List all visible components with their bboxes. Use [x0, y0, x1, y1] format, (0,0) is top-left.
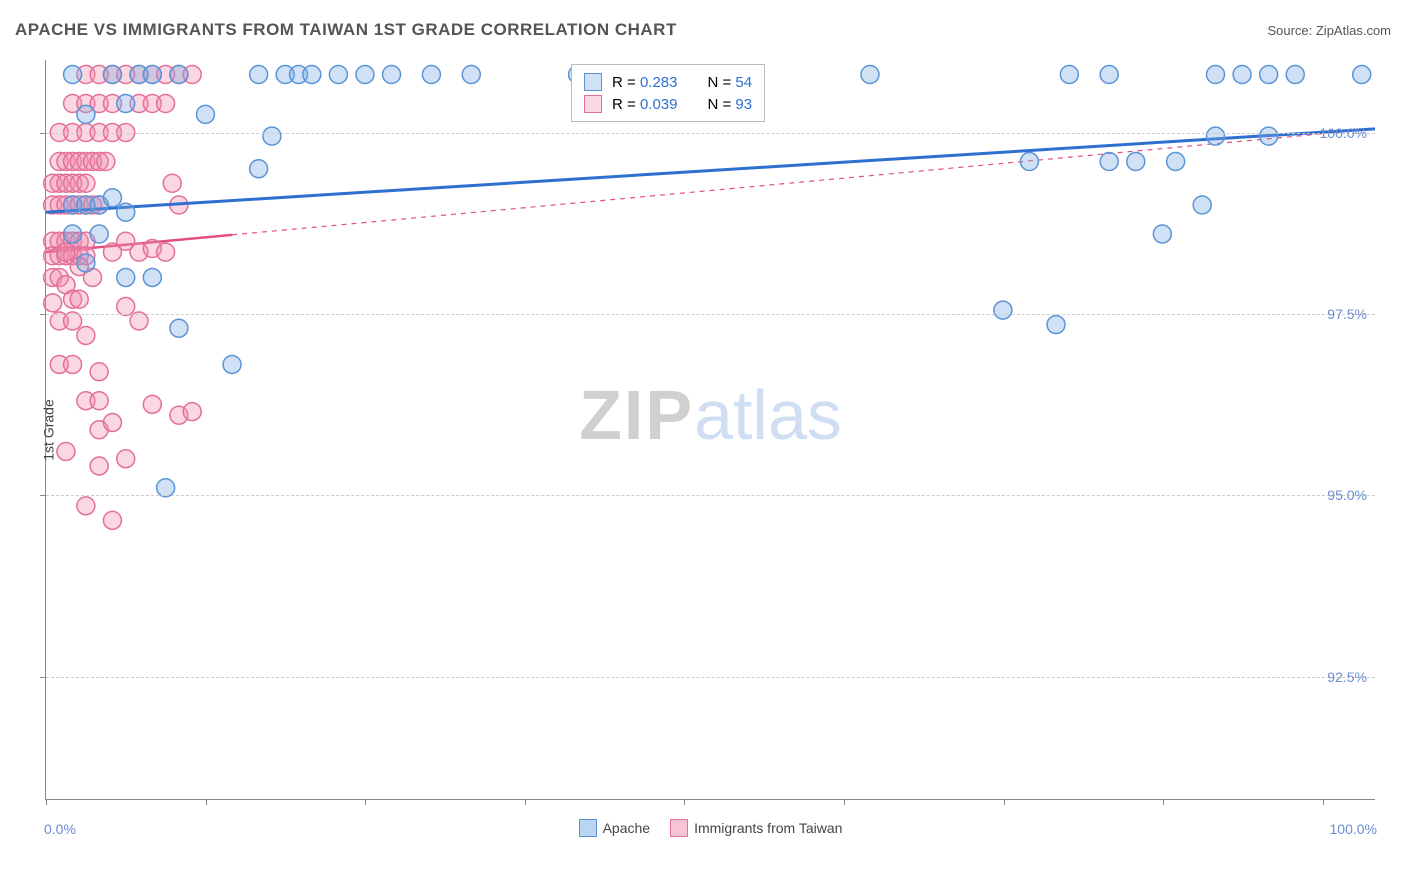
- scatter-svg: [46, 60, 1375, 799]
- legend-item: Immigrants from Taiwan: [670, 819, 842, 837]
- y-tick-label: 97.5%: [1327, 306, 1367, 322]
- x-min-label: 0.0%: [44, 821, 76, 837]
- plot-area: 1st Grade ZIPatlas R = 0.283N = 54R = 0.…: [45, 60, 1375, 800]
- grid-line: [46, 133, 1375, 134]
- grid-line: [46, 677, 1375, 678]
- chart-title: APACHE VS IMMIGRANTS FROM TAIWAN 1ST GRA…: [15, 20, 677, 40]
- legend-swatch: [670, 819, 688, 837]
- legend-bottom: Apache Immigrants from Taiwan: [46, 819, 1375, 837]
- y-tick-label: 95.0%: [1327, 487, 1367, 503]
- legend-label: Apache: [603, 820, 650, 836]
- grid-line: [46, 495, 1375, 496]
- grid-line: [46, 314, 1375, 315]
- legend-swatch: [584, 95, 602, 113]
- legend-n-label: N = 54: [707, 74, 752, 91]
- y-tick-label: 92.5%: [1327, 669, 1367, 685]
- legend-stats-row: R = 0.283 N = 54: [584, 71, 752, 93]
- source-label: Source: ZipAtlas.com: [1267, 23, 1391, 38]
- legend-item: Apache: [579, 819, 650, 837]
- legend-swatch: [579, 819, 597, 837]
- legend-stats: R = 0.283 N = 54 R = 0.039 N = 93: [571, 64, 765, 122]
- legend-swatch: [584, 73, 602, 91]
- legend-n-label: N = 93: [707, 96, 752, 113]
- legend-stats-row: R = 0.039 N = 93: [584, 93, 752, 115]
- x-max-label: 100.0%: [1330, 821, 1377, 837]
- legend-r-label: R = 0.039: [612, 96, 677, 113]
- y-tick-label: 100.0%: [1320, 125, 1367, 141]
- legend-label: Immigrants from Taiwan: [694, 820, 842, 836]
- legend-r-label: R = 0.283: [612, 74, 677, 91]
